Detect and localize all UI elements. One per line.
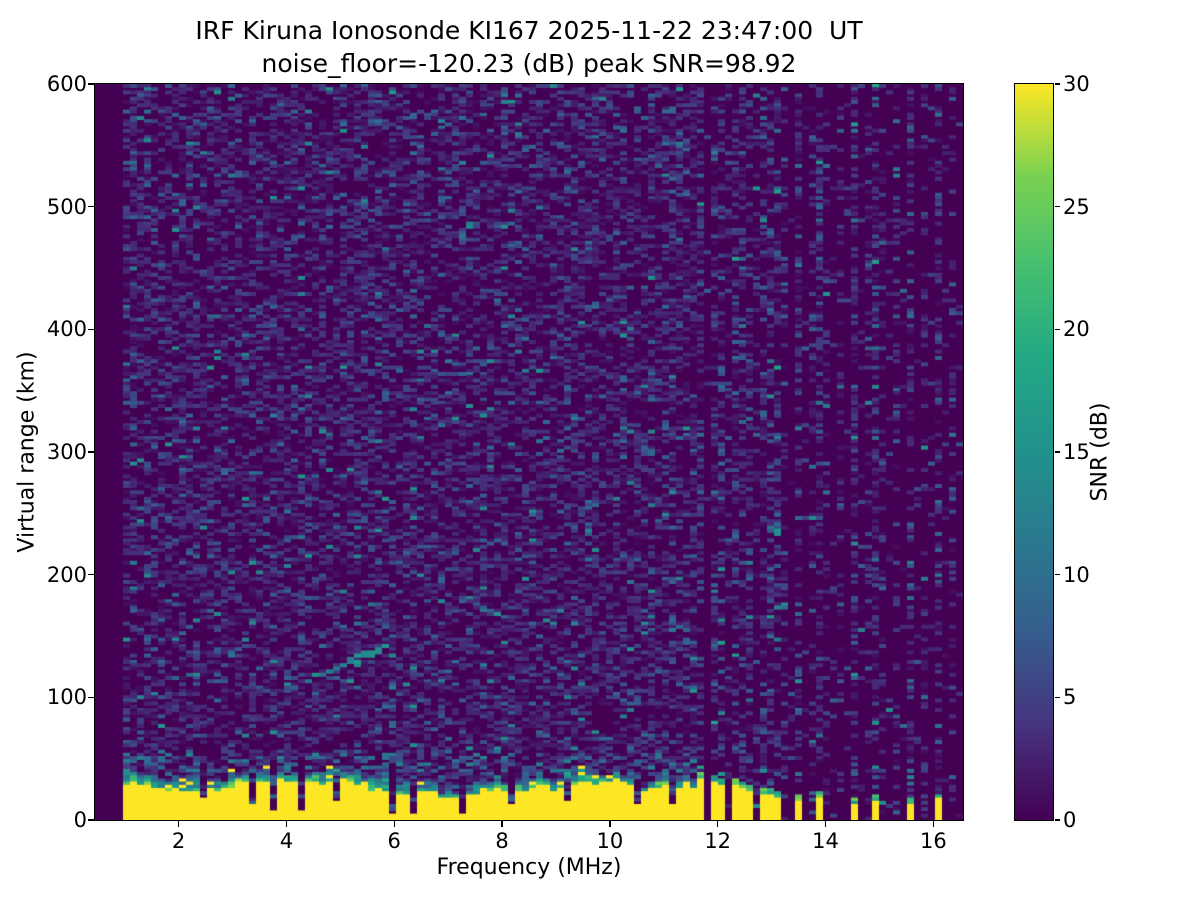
colorbar-tick-label: 25 xyxy=(1063,194,1090,219)
y-tick-label: 400 xyxy=(46,317,87,342)
x-tick-mark xyxy=(609,821,611,827)
y-tick-label: 300 xyxy=(46,440,87,464)
y-tick-label: 200 xyxy=(46,562,87,587)
colorbar-tick-mark xyxy=(1055,819,1060,821)
y-tick-mark xyxy=(88,451,94,453)
y-tick-mark xyxy=(88,819,94,821)
x-tick-label: 16 xyxy=(919,829,947,853)
x-tick-mark xyxy=(285,821,288,827)
colorbar-tick-label: 5 xyxy=(1063,685,1077,710)
colorbar-tick-label: 10 xyxy=(1063,562,1090,587)
x-tick-label: 4 xyxy=(279,829,294,853)
colorbar-tick-mark xyxy=(1055,205,1060,208)
y-tick-label: 600 xyxy=(46,72,87,96)
y-tick-mark xyxy=(88,696,94,699)
x-tick-mark xyxy=(501,821,503,827)
colorbar-label: SNR (dB) xyxy=(1087,402,1113,502)
y-tick-mark xyxy=(88,328,94,331)
x-tick-mark xyxy=(932,821,935,827)
x-tick-label: 2 xyxy=(171,829,186,853)
y-tick-label: 500 xyxy=(46,194,87,219)
x-tick-label: 6 xyxy=(387,829,401,853)
x-tick-mark xyxy=(716,821,719,827)
colorbar-tick-mark xyxy=(1055,451,1060,453)
colorbar-tick-mark xyxy=(1055,83,1060,85)
y-tick-mark xyxy=(88,83,94,85)
ionogram-heatmap xyxy=(95,84,963,820)
x-tick-mark xyxy=(177,821,180,827)
x-tick-label: 12 xyxy=(704,829,732,853)
colorbar-tick-mark xyxy=(1055,696,1060,699)
colorbar-tick-label: 15 xyxy=(1063,440,1090,464)
y-axis-label: Virtual range (km) xyxy=(14,351,40,553)
colorbar xyxy=(1014,83,1054,821)
colorbar-tick-label: 30 xyxy=(1063,72,1090,96)
colorbar-tick-label: 20 xyxy=(1063,317,1090,342)
colorbar-tick-mark xyxy=(1055,573,1060,576)
x-tick-label: 14 xyxy=(812,829,839,853)
colorbar-tick-label: 0 xyxy=(1063,808,1077,832)
colorbar-tick-mark xyxy=(1055,328,1060,331)
y-tick-mark xyxy=(88,573,94,576)
chart-title: IRF Kiruna Ionosonde KI167 2025-11-22 23… xyxy=(195,16,863,45)
x-tick-mark xyxy=(393,821,395,827)
chart-subtitle: noise_floor=-120.23 (dB) peak SNR=98.92 xyxy=(261,49,797,78)
y-tick-mark xyxy=(88,205,94,208)
x-axis-label: Frequency (MHz) xyxy=(436,855,622,880)
x-tick-label: 10 xyxy=(596,829,624,853)
colorbar-gradient xyxy=(1015,84,1053,820)
y-tick-label: 0 xyxy=(73,808,87,832)
x-tick-label: 8 xyxy=(495,829,509,853)
x-tick-mark xyxy=(824,821,827,827)
y-tick-label: 100 xyxy=(46,685,87,710)
